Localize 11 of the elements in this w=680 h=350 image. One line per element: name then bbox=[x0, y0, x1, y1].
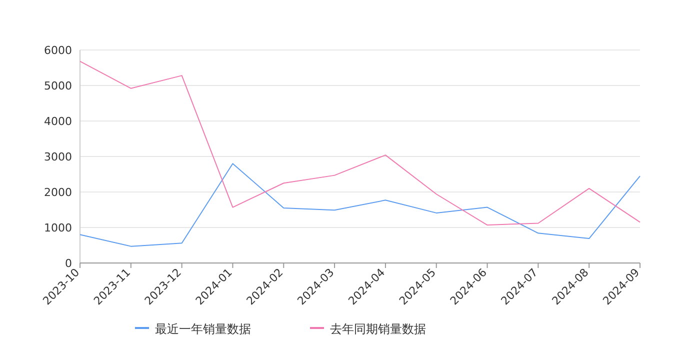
y-tick-label: 1000 bbox=[44, 222, 72, 234]
y-tick-label: 4000 bbox=[44, 115, 72, 128]
y-tick-label: 3000 bbox=[44, 150, 72, 164]
legend-label: 去年同期销量数据 bbox=[330, 322, 426, 336]
y-tick-label: 5000 bbox=[44, 80, 72, 92]
y-tick-label: 2000 bbox=[44, 186, 72, 199]
line-series bbox=[80, 60, 640, 226]
y-tick-label: 6000 bbox=[44, 44, 72, 57]
line-series bbox=[80, 163, 640, 247]
legend-label: 最近一年销量数据 bbox=[155, 322, 251, 336]
y-tick-label: 0 bbox=[65, 257, 72, 270]
